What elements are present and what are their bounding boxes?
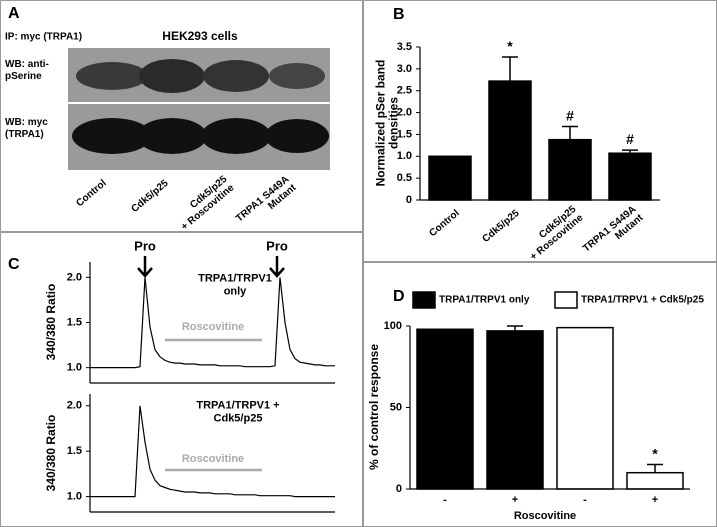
panel-label: A [8,5,20,22]
cell-label: HEK293 cells [162,29,238,43]
stimulus-arrows [137,256,285,278]
bar [428,155,472,201]
x-tick-label: + [512,494,518,506]
panel-frame [0,0,363,232]
annotation: Pro [134,238,156,253]
row-label: WB: anti-pSerine [5,59,49,82]
y-axis-label: 340/380 Ratio [44,284,58,361]
bar [486,330,544,490]
trace [90,405,335,498]
annotation: Pro [266,238,288,253]
bar [556,326,614,490]
y-tick-label: 100 [384,320,402,332]
panel-label: C [8,256,20,273]
x-tick-label: Control [427,208,461,239]
significance-marker: * [507,38,513,54]
y-tick-label: 1.0 [397,150,412,162]
bar [608,152,652,201]
row-label: WB: myc (TRPA1) [5,117,48,140]
significance-marker: * [652,445,658,461]
x-tick-label: Cdk5/p25+ Roscovitine [521,203,586,262]
y-tick-label: 0.5 [397,172,412,184]
y-tick-label: 1.0 [67,490,82,502]
significance-marker: # [566,107,574,123]
error-bar [502,56,518,82]
y-tick-label: 2.0 [397,106,412,118]
panel-frame [363,0,717,262]
y-tick-label: 3.5 [397,41,412,53]
legend-label: TRPA1/TRPV1 + Cdk5/p25 [581,295,704,306]
annotation: TRPA1/TRPV1 + Cdk5/p25 [196,399,279,424]
y-axis-label: 340/380 Ratio [44,415,58,492]
y-tick-label: 0 [396,483,402,495]
x-tick-label: TRPA1 S449AMutant [581,203,646,262]
error-bar [622,149,638,154]
y-tick-label: 1.5 [67,316,82,328]
annotation: Roscovitine [182,321,244,333]
y-axis-label: Normalized pSer banddensities [374,60,401,187]
y-tick-label: 50 [390,401,402,413]
y-axis-label: % of control response [367,344,381,470]
annotation: Roscovitine [182,453,244,465]
bar [416,328,474,490]
legend-swatch [412,291,436,309]
error-bar [507,325,523,331]
x-axis-label: Roscovitine [514,510,576,522]
error-bar [647,463,663,473]
y-tick-label: 3.0 [397,63,412,75]
ip-label: IP: myc (TRPA1) [5,32,82,43]
y-tick-label: 2.0 [67,400,82,412]
blot [68,48,330,170]
lane-label: Cdk5/p25+ Roscovitine [172,173,237,232]
panel-label: B [393,6,405,23]
x-tick-label: - [443,494,447,506]
x-tick-label: - [583,494,587,506]
y-tick-label: 1.5 [67,445,82,457]
bar [488,80,532,201]
y-tick-label: 2.5 [397,85,412,97]
lane-label: TRPA1 S449AMutant [234,173,299,232]
trace [90,277,335,369]
y-tick-label: 1.0 [67,362,82,374]
panel-label: D [393,288,405,305]
legend-swatch [554,291,578,309]
x-tick-label: + [652,494,658,506]
error-bar [562,125,578,140]
lane-label: Control [74,178,108,209]
legend-label: TRPA1/TRPV1 only [439,295,530,306]
y-tick-label: 2.0 [67,271,82,283]
annotation: TRPA1/TRPV1 only [198,272,272,297]
y-tick-label: 0 [406,194,412,206]
bar [548,138,592,201]
significance-marker: # [626,131,634,147]
lane-label: Cdk5/p25 [129,178,170,215]
x-tick-label: Cdk5/p25 [480,208,521,245]
bar [626,471,684,490]
y-tick-label: 1.5 [397,128,412,140]
